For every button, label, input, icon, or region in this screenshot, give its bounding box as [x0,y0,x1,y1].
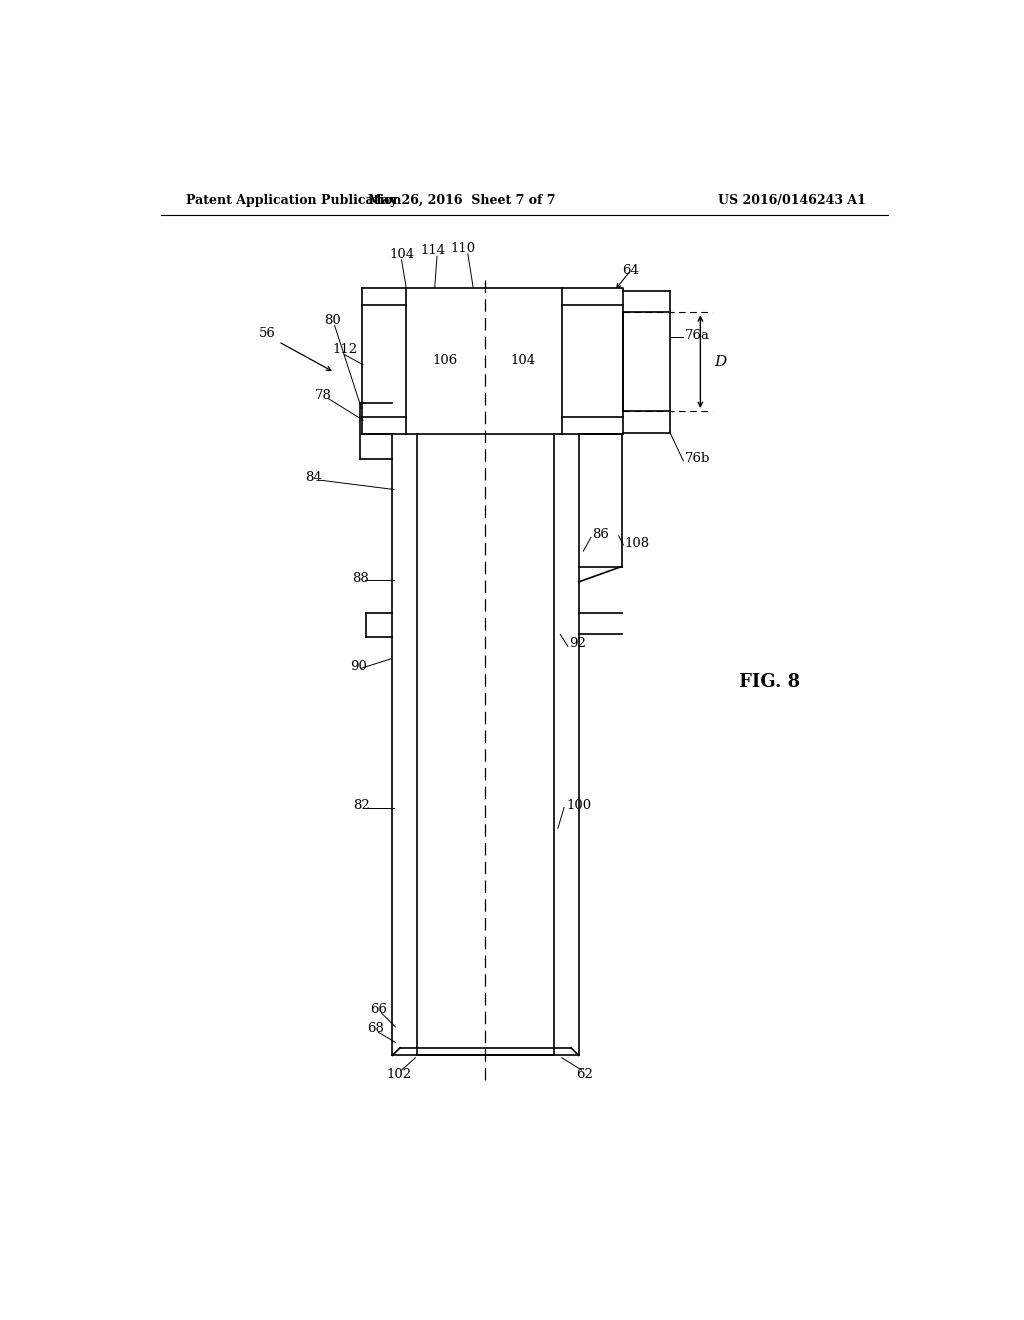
Text: 102: 102 [386,1068,411,1081]
Text: US 2016/0146243 A1: US 2016/0146243 A1 [718,194,866,207]
Text: 64: 64 [623,264,640,277]
Text: 66: 66 [370,1003,387,1016]
Text: 76a: 76a [685,329,710,342]
Text: 108: 108 [625,537,650,550]
Text: 112: 112 [332,343,357,356]
Text: 80: 80 [324,314,341,326]
Text: 78: 78 [314,389,332,403]
Text: 100: 100 [566,799,592,812]
Text: 90: 90 [350,660,367,673]
Text: 104: 104 [389,248,414,261]
Text: 88: 88 [351,572,369,585]
Text: D: D [714,355,726,368]
Text: 110: 110 [451,242,476,255]
Text: 82: 82 [353,799,370,812]
Text: May 26, 2016  Sheet 7 of 7: May 26, 2016 Sheet 7 of 7 [368,194,555,207]
Text: Patent Application Publication: Patent Application Publication [186,194,401,207]
Text: 104: 104 [511,354,536,367]
Text: 114: 114 [421,244,445,257]
Text: 84: 84 [305,471,323,484]
Text: 86: 86 [593,528,609,541]
Text: 106: 106 [432,354,458,367]
Text: 68: 68 [367,1022,384,1035]
Text: 76b: 76b [685,453,711,465]
Text: 62: 62 [577,1068,593,1081]
Text: 56: 56 [259,327,276,341]
Text: 92: 92 [569,638,587,649]
Text: FIG. 8: FIG. 8 [739,673,800,690]
